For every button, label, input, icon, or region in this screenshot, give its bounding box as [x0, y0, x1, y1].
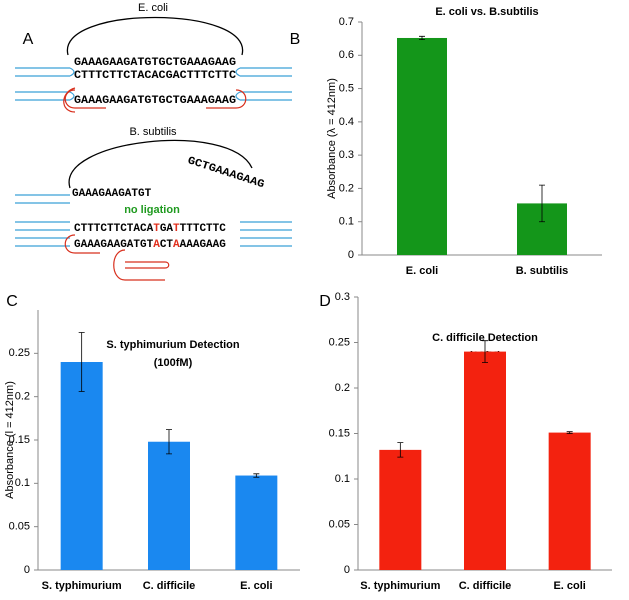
panel-label: B: [290, 31, 301, 48]
x-tick-label: E. coli: [406, 265, 438, 277]
bar: [548, 432, 591, 570]
bar: [397, 37, 447, 255]
y-axis-label: Absorbance (l = 412nm): [4, 381, 16, 499]
y-tick-label: 0.25: [9, 347, 30, 359]
mismatch: T: [153, 223, 160, 235]
error-bar: [253, 473, 260, 478]
x-tick-label: C. difficile: [459, 580, 512, 592]
error-bar: [539, 184, 545, 223]
x-tick-label: E. coli: [553, 580, 585, 592]
organism-label: E. coli: [138, 2, 168, 14]
y-tick-label: 0.1: [15, 477, 30, 489]
panel-label: A: [23, 31, 34, 48]
x-tick-label: E. coli: [240, 580, 272, 592]
sequence: GAAAGAAGATGTGCTGAAAGAAG: [74, 57, 236, 69]
bar: [148, 441, 190, 570]
ladder: [15, 67, 292, 247]
y-tick-label: 0: [344, 564, 350, 576]
y-tick-label: 0: [24, 564, 30, 576]
sequence: GCTGAAAGAAG: [186, 155, 266, 191]
chart-title: S. typhimurium Detection: [106, 339, 240, 351]
error-bar: [482, 340, 488, 363]
mismatch: T: [173, 223, 180, 235]
diagram: E. coli GAAAGAAGATGTGCTGAAAGAAG CTTTCTTC…: [15, 2, 292, 281]
bar: [379, 449, 422, 570]
y-tick-label: 0.2: [339, 182, 354, 194]
chart-title: E. coli vs. B.subtilis: [435, 6, 538, 18]
organism-label: B. subtilis: [129, 126, 177, 138]
y-tick-label: 0: [348, 249, 354, 261]
error-bar: [166, 429, 172, 455]
sequence-segment: GA: [160, 223, 174, 235]
hairpin: [63, 87, 247, 281]
sequence: CTTTCTTCTACATGATTTTCTTC: [74, 223, 226, 235]
mismatch: A: [173, 239, 180, 251]
y-tick-label: 0.25: [329, 336, 350, 348]
error-bar: [78, 332, 85, 392]
y-tick-label: 0.3: [339, 149, 354, 161]
bar: [464, 351, 506, 570]
sequence: GAAAGAAGATGTACTAAAAGAAG: [74, 239, 226, 251]
sequence: GAAAGAAGATGT: [72, 188, 152, 200]
y-tick-label: 0.15: [329, 427, 350, 439]
mismatch: A: [153, 239, 160, 251]
y-tick-label: 0.2: [15, 391, 30, 403]
chart-title: C. difficile Detection: [432, 332, 538, 344]
y-tick-label: 0.1: [335, 473, 350, 485]
y-tick-label: 0.15: [9, 434, 30, 446]
sequence: GAAAGAAGATGTGCTGAAAGAAG: [74, 95, 236, 107]
y-axis-label: Absorbance (λ = 412nm): [326, 78, 338, 199]
sequence: CTTTCTTCTACACGACTTTCTTC: [74, 70, 236, 82]
probe-loop: [68, 139, 253, 189]
sequence-segment: TTTCTTC: [180, 223, 227, 235]
y-tick-label: 0.05: [329, 518, 350, 530]
y-tick-label: 0.5: [339, 82, 354, 94]
probe-loop: [67, 16, 243, 56]
x-tick-label: B. subtilis: [516, 265, 569, 277]
error-bar: [419, 35, 425, 41]
panel-label: D: [319, 293, 331, 310]
sequence-segment: GAAAGAAGATGT: [74, 239, 154, 251]
y-tick-label: 0.05: [9, 521, 30, 533]
x-tick-label: S. typhimurium: [42, 580, 122, 592]
y-tick-label: 0.2: [335, 382, 350, 394]
chart-subtitle: (100fM): [154, 357, 193, 369]
x-tick-label: S. typhimurium: [360, 580, 440, 592]
y-tick-label: 0.4: [339, 116, 354, 128]
bar: [235, 475, 278, 570]
panel-label: C: [6, 293, 18, 310]
error-bar: [397, 442, 404, 458]
y-tick-label: 0.3: [335, 291, 350, 303]
sequence-segment: CT: [160, 239, 174, 251]
status-label: no ligation: [124, 204, 180, 216]
y-tick-label: 0.7: [339, 16, 354, 28]
y-tick-label: 0.6: [339, 49, 354, 61]
error-bar: [566, 431, 573, 434]
y-tick-label: 0.1: [339, 216, 354, 228]
sequence-segment: AAAGAAG: [180, 239, 227, 251]
x-tick-label: C. difficile: [143, 580, 196, 592]
bar: [60, 362, 103, 570]
sequence-segment: CTTTCTTCTACA: [74, 223, 154, 235]
